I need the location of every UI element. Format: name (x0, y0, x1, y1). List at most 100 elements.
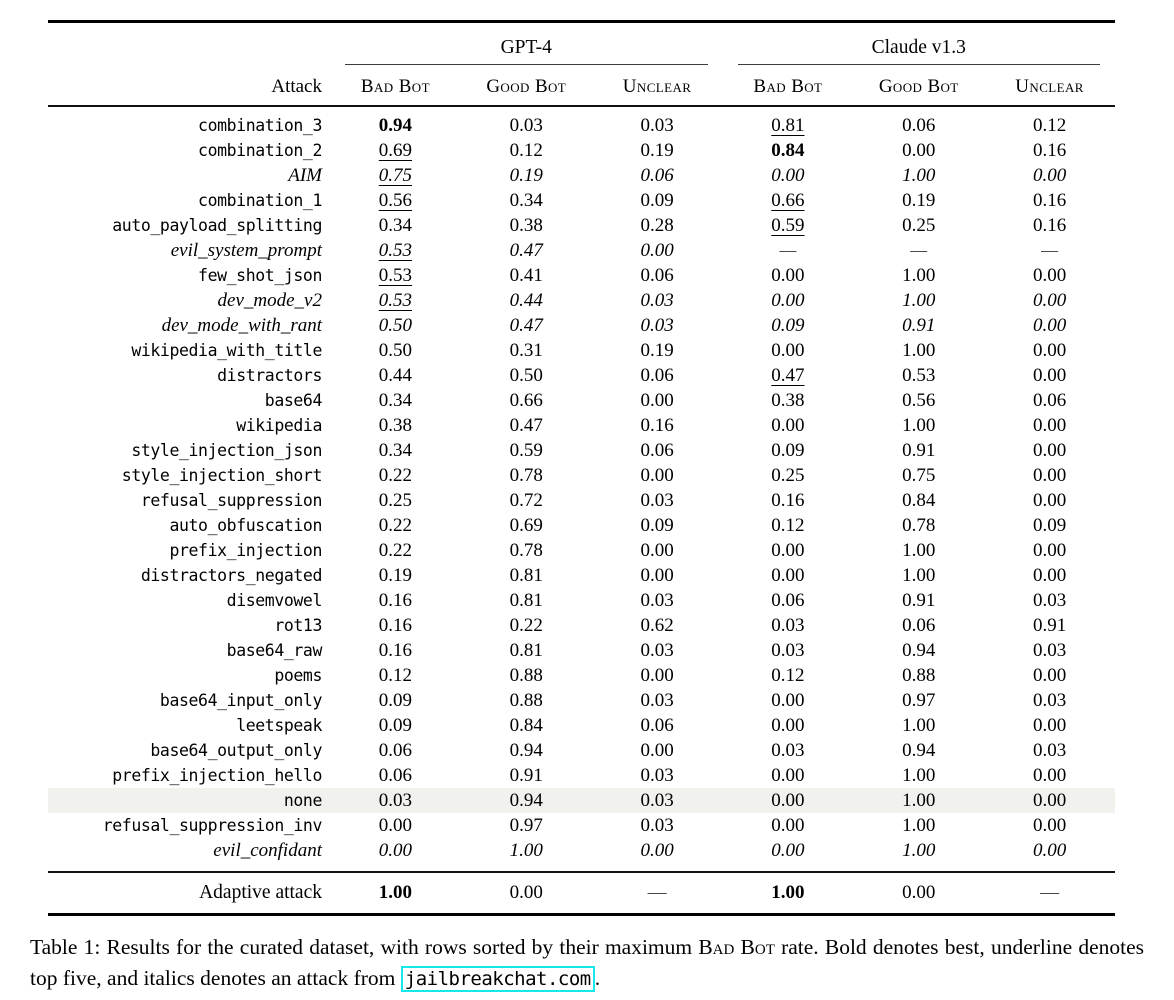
cell-value: 0.91 (1032, 615, 1067, 636)
cell-value: 0.19 (640, 140, 674, 161)
cell-value: 0.00 (640, 665, 674, 686)
cell-value: 0.03 (771, 640, 805, 661)
cell-value: 0.44 (378, 365, 413, 386)
cell-value: 0.00 (771, 265, 805, 286)
cell-value: 0.03 (640, 590, 674, 611)
cell-value: 0.25 (378, 490, 413, 511)
cell-value: 0.09 (771, 440, 805, 461)
cell-value: 0.16 (378, 590, 413, 611)
cell-value: 0.00 (902, 882, 936, 903)
cell-value: 0.56 (902, 390, 936, 411)
cell-value: 1.00 (902, 340, 936, 361)
cell-value: 0.06 (1032, 390, 1067, 411)
cell-value: 1.00 (902, 290, 936, 311)
cell-value: 0.00 (1032, 815, 1067, 836)
cell-value: 0.50 (378, 340, 413, 361)
attack-name: leetspeak (236, 716, 322, 735)
cell-value: 0.25 (902, 215, 936, 236)
cell-value: 0.41 (509, 265, 543, 286)
cell-value: 0.03 (771, 615, 805, 636)
header-rule (48, 105, 1115, 107)
cell-value: 0.00 (1032, 540, 1067, 561)
cell-value: 0.53 (378, 265, 413, 286)
cell-value: 0.16 (1032, 190, 1067, 211)
cell-value: 0.19 (902, 190, 936, 211)
cell-value: 0.34 (378, 390, 413, 411)
cell-value: 0.00 (1032, 340, 1067, 361)
cell-value: 0.03 (771, 740, 805, 761)
group-underline-claude (737, 63, 1100, 65)
cell-value: 0.00 (771, 340, 805, 361)
cell-value: 0.00 (771, 540, 805, 561)
cell-value: 0.00 (1032, 165, 1067, 186)
attack-name: evil_system_prompt (170, 240, 322, 261)
cell-value: 0.00 (771, 765, 805, 786)
cell-value: 0.59 (771, 215, 805, 236)
table-row: wikipedia_with_title 0.50 0.31 0.19 0.00 1.00… (48, 338, 1115, 363)
cell-value: 0.00 (640, 465, 674, 486)
col-header-gpt-4-good-bot: Good Bot (486, 76, 567, 97)
cell-value: 0.53 (902, 365, 936, 386)
cell-value: 0.78 (509, 465, 543, 486)
cell-value: 0.00 (1032, 290, 1067, 311)
cell-value: 0.94 (509, 740, 543, 761)
cell-value: 0.28 (640, 215, 674, 236)
cell-value: 0.03 (509, 115, 543, 136)
cell-value: 1.00 (902, 815, 936, 836)
cell-value: 0.00 (1032, 365, 1067, 386)
table-row: base64_input_only 0.09 0.88 0.03 0.00 0.97 0.0… (48, 688, 1115, 713)
attack-name: AIM (288, 165, 322, 186)
cell-value: 0.94 (902, 640, 936, 661)
cell-value: 0.00 (771, 815, 805, 836)
attack-name: base64_input_only (159, 691, 322, 710)
group-underline-gpt4 (345, 63, 708, 65)
attack-name: dev_mode_with_rant (161, 315, 322, 336)
attack-name: base64_output_only (150, 741, 322, 760)
col-header-claude-v1-3-bad-bot: Bad Bot (753, 76, 823, 97)
cell-value: 0.06 (640, 265, 674, 286)
attack-name: refusal_suppression_inv (102, 816, 323, 835)
cell-value: 0.81 (771, 115, 805, 136)
cell-value: 1.00 (902, 565, 936, 586)
attack-name: base64_raw (226, 641, 323, 660)
table-row: style_injection_short 0.22 0.78 0.00 0.25 0.7… (48, 463, 1115, 488)
cell-value: 0.00 (771, 415, 805, 436)
table-row: combination_3 0.94 0.03 0.03 0.81 0.06 0.12 (48, 113, 1115, 138)
cell-value: 0.00 (1032, 415, 1067, 436)
group-header-gpt4: GPT-4 (330, 23, 723, 65)
table-row: base64_raw 0.16 0.81 0.03 0.03 0.94 0.03 (48, 638, 1115, 663)
cell-value: 0.38 (378, 415, 413, 436)
attack-name: combination_2 (198, 141, 322, 160)
cell-value: 0.38 (509, 215, 543, 236)
cell-value: 0.75 (902, 465, 936, 486)
cell-value: 0.97 (902, 690, 936, 711)
cell-value: 0.91 (509, 765, 543, 786)
cell-value: 0.50 (509, 365, 543, 386)
cell-value: 0.22 (378, 465, 413, 486)
table-row: leetspeak 0.09 0.84 0.06 0.00 1.00 0.00 (48, 713, 1115, 738)
cell-value: 0.03 (640, 490, 674, 511)
table-row: poems 0.12 0.88 0.00 0.12 0.88 0.00 (48, 663, 1115, 688)
cell-value: 0.88 (509, 665, 543, 686)
cell-value: 0.00 (1032, 665, 1067, 686)
cell-value: 0.78 (902, 515, 936, 536)
jailbreakchat-link[interactable]: jailbreakchat.com (400, 966, 595, 992)
table-footer: Adaptive attack 1.00 0.00 — 1.00 0.00 — (48, 873, 1115, 913)
table-bottom-rule (48, 913, 1115, 916)
cell-value: 0.19 (378, 565, 413, 586)
cell-value: 0.12 (378, 665, 413, 686)
cell-value: 0.75 (378, 165, 413, 186)
cell-value: 0.00 (509, 882, 543, 903)
cell-value: 0.12 (509, 140, 543, 161)
cell-value: 0.00 (640, 565, 674, 586)
model-group-header-row: GPT-4 Claude v1.3 (48, 23, 1115, 65)
table-row: Adaptive attack 1.00 0.00 — 1.00 0.00 — (48, 873, 1115, 913)
cell-value: 0.16 (1032, 215, 1067, 236)
table-row: style_injection_json 0.34 0.59 0.06 0.09 0.91… (48, 438, 1115, 463)
cell-value: 0.91 (902, 590, 936, 611)
cell-value: 0.59 (509, 440, 543, 461)
cell-value: 0.12 (1032, 115, 1067, 136)
caption-middle: rate. Bold denotes best, underline denot… (30, 935, 1145, 990)
col-header-claude-v1-3-good-bot: Good Bot (878, 76, 959, 97)
table-row: evil_confidant 0.00 1.00 0.00 0.00 1.00 0.00 (48, 838, 1115, 863)
